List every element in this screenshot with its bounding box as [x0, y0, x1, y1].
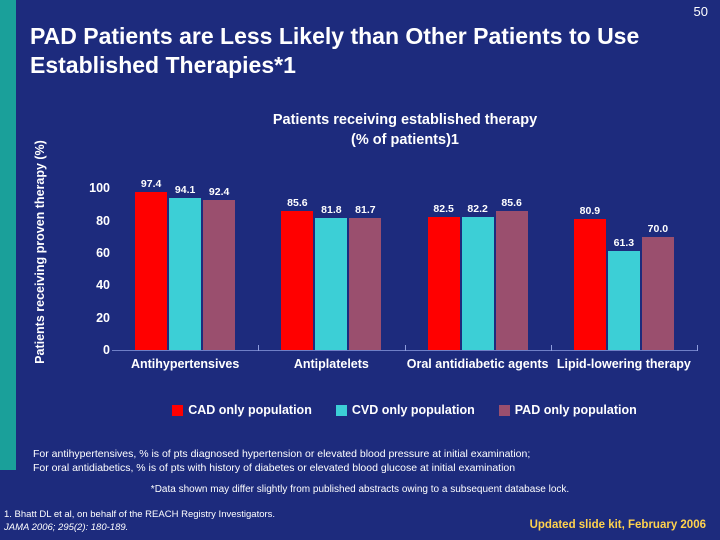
bar	[573, 219, 606, 350]
bar	[281, 211, 314, 350]
legend-swatch	[335, 404, 347, 416]
bar-value-label: 61.3	[613, 236, 635, 249]
bar	[641, 236, 674, 350]
bar	[349, 217, 382, 350]
bar-group: 85.6 81.8 81.7	[258, 172, 404, 350]
bar-value-label: 94.1	[174, 183, 196, 196]
bar-value-label: 70.0	[647, 222, 669, 235]
bar-column: 92.4	[203, 172, 236, 350]
reference-line1: 1. Bhatt DL et al, on behalf of the REAC…	[4, 509, 276, 520]
bar	[169, 197, 202, 350]
methodology-note: For antihypertensives, % is of pts diagn…	[33, 447, 703, 475]
chart-subtitle: Patients receiving established therapy (…	[180, 110, 630, 150]
x-axis-category-label: Antiplatelets	[293, 357, 369, 371]
legend-item: CAD only population	[172, 403, 312, 417]
legend-label: CVD only population	[351, 403, 475, 417]
bar-value-label: 81.8	[321, 203, 342, 216]
bar-column: 94.1	[169, 172, 202, 350]
x-axis-category-label: Oral antidiabetic agents	[406, 357, 549, 371]
chart-legend: CAD only population CVD only population PA…	[112, 403, 697, 417]
bar-column: 85.6	[281, 172, 314, 350]
bar-column: 61.3	[607, 172, 640, 350]
bar	[495, 211, 528, 350]
legend-item: PAD only population	[498, 403, 637, 417]
bar-value-label: 82.5	[433, 202, 454, 215]
bar-column: 70.0	[641, 172, 674, 350]
x-axis-tickmark	[404, 345, 406, 351]
y-axis-label: Patients receiving proven therapy (%)	[33, 140, 47, 364]
chart-subtitle-line1: Patients receiving established therapy	[272, 112, 538, 128]
y-axis-tick: 80	[96, 213, 110, 228]
x-axis-tickmark	[697, 345, 698, 351]
legend-swatch	[172, 404, 184, 416]
bar-column: 85.6	[495, 172, 528, 350]
x-axis-category-label: Antihypertensives	[130, 357, 240, 371]
bar-value-label: 85.6	[287, 197, 308, 210]
bar-value-label: 85.6	[501, 197, 522, 210]
x-axis-tickmark	[258, 345, 260, 351]
methodology-note-line1: For antihypertensives, % is of pts diagn…	[33, 448, 531, 460]
bar-column: 81.8	[315, 172, 348, 350]
bar-column: 82.2	[461, 172, 494, 350]
bar-group: 80.9 61.3 70.0	[551, 172, 697, 350]
bar-group: 97.4 94.1 92.4	[112, 172, 258, 350]
x-axis-labels: Antihypertensives Antiplatelets Oral antid…	[112, 356, 697, 372]
bar-value-label: 82.2	[467, 203, 488, 215]
bar-value-label: 80.9	[579, 205, 601, 218]
reference-citation: 1. Bhatt DL et al, on behalf of the REAC…	[4, 508, 424, 534]
y-axis-tick: 40	[96, 278, 110, 293]
bar-value-label: 97.4	[140, 178, 162, 191]
data-footnote: *Data shown may differ slightly from pub…	[150, 484, 570, 495]
y-axis-ticks: 0 20 40 60 80 100	[58, 172, 110, 357]
reference-line2: JAMA 2006; 295(2): 180-189.	[4, 522, 129, 533]
bar-value-label: 81.7	[355, 203, 376, 216]
page-title: PAD Patients are Less Likely than Other …	[30, 23, 640, 78]
bar	[427, 216, 460, 350]
bar	[315, 217, 348, 350]
bar-column: 81.7	[349, 172, 382, 350]
legend-label: PAD only population	[514, 403, 637, 417]
slide-number: 50	[693, 4, 708, 19]
bar-column: 97.4	[135, 172, 168, 350]
left-accent-bar	[0, 0, 16, 470]
bar	[203, 200, 236, 350]
bar	[135, 192, 168, 350]
y-axis-tick: 0	[103, 343, 110, 357]
bar-column: 82.5	[427, 172, 460, 350]
legend-label: CAD only population	[188, 403, 312, 417]
legend-swatch	[498, 404, 510, 416]
bar-groups: 97.4 94.1 92.4 85.6 81.8 81.7 82.5 82.2 85.6 80.9…	[112, 172, 697, 350]
bar	[607, 250, 640, 350]
bar-column: 80.9	[573, 172, 606, 350]
updated-label: Updated slide kit, February 2006	[529, 519, 706, 531]
methodology-note-line2: For oral antidiabetics, % is of pts with…	[33, 462, 516, 474]
x-axis-category-label: Lipid-lowering therapy	[556, 357, 691, 371]
x-axis-tickmark	[550, 345, 552, 351]
y-axis-tick: 60	[96, 245, 110, 260]
bar	[461, 217, 494, 350]
chart-subtitle-line2: (% of patients)1	[351, 132, 459, 148]
bar-group: 82.5 82.2 85.6	[405, 172, 551, 350]
y-axis-tick: 100	[89, 181, 110, 196]
chart-plot-area: 97.4 94.1 92.4 85.6 81.8 81.7 82.5 82.2 85.6 80.9…	[112, 172, 697, 350]
bar-value-label: 92.4	[208, 186, 230, 199]
legend-item: CVD only population	[335, 403, 475, 417]
y-axis-tick: 20	[96, 310, 110, 325]
